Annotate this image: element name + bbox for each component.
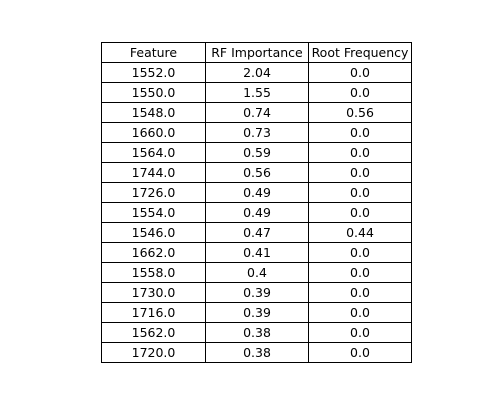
rf-importance-cell: 0.41 <box>205 242 309 263</box>
rf-importance-cell: 2.04 <box>205 62 309 83</box>
feature-cell: 1562.0 <box>101 322 206 343</box>
rf-importance-cell: 0.59 <box>205 142 309 163</box>
root-frequency-cell: 0.0 <box>308 182 412 203</box>
feature-cell: 1546.0 <box>101 222 206 243</box>
rf-importance-cell: 0.49 <box>205 182 309 203</box>
header-cell-feature: Feature <box>101 42 206 63</box>
table-row: 1550.0 1.55 0.0 <box>101 82 412 103</box>
rf-importance-cell: 0.38 <box>205 342 309 363</box>
rf-importance-cell: 1.55 <box>205 82 309 103</box>
feature-cell: 1550.0 <box>101 82 206 103</box>
table-row: 1562.0 0.38 0.0 <box>101 322 412 343</box>
table-row: 1554.0 0.49 0.0 <box>101 202 412 223</box>
rf-importance-cell: 0.39 <box>205 282 309 303</box>
header-cell-root-frequency: Root Frequency <box>308 42 412 63</box>
root-frequency-cell: 0.0 <box>308 282 412 303</box>
table-row: 1660.0 0.73 0.0 <box>101 122 412 143</box>
root-frequency-cell: 0.0 <box>308 322 412 343</box>
table-row: 1558.0 0.4 0.0 <box>101 262 412 283</box>
rf-importance-cell: 0.73 <box>205 122 309 143</box>
feature-cell: 1730.0 <box>101 282 206 303</box>
table-row: 1662.0 0.41 0.0 <box>101 242 412 263</box>
table-row: 1720.0 0.38 0.0 <box>101 342 412 363</box>
rf-importance-cell: 0.38 <box>205 322 309 343</box>
table-row: 1564.0 0.59 0.0 <box>101 142 412 163</box>
root-frequency-cell: 0.0 <box>308 202 412 223</box>
header-cell-rf-importance: RF Importance <box>205 42 309 63</box>
table-row: 1552.0 2.04 0.0 <box>101 62 412 83</box>
rf-importance-cell: 0.49 <box>205 202 309 223</box>
table-row: 1730.0 0.39 0.0 <box>101 282 412 303</box>
root-frequency-cell: 0.0 <box>308 242 412 263</box>
feature-cell: 1660.0 <box>101 122 206 143</box>
table-row: 1726.0 0.49 0.0 <box>101 182 412 203</box>
feature-cell: 1744.0 <box>101 162 206 183</box>
table-body: 1552.0 2.04 0.0 1550.0 1.55 0.0 1548.0 0.74 0.56… <box>101 62 412 363</box>
rf-importance-cell: 0.56 <box>205 162 309 183</box>
root-frequency-cell: 0.0 <box>308 142 412 163</box>
feature-importance-table: Feature RF Importance Root Frequency 155… <box>101 42 412 363</box>
feature-cell: 1564.0 <box>101 142 206 163</box>
feature-cell: 1726.0 <box>101 182 206 203</box>
root-frequency-cell: 0.0 <box>308 342 412 363</box>
rf-importance-cell: 0.74 <box>205 102 309 123</box>
rf-importance-cell: 0.4 <box>205 262 309 283</box>
table-row: 1744.0 0.56 0.0 <box>101 162 412 183</box>
root-frequency-cell: 0.44 <box>308 222 412 243</box>
root-frequency-cell: 0.0 <box>308 122 412 143</box>
root-frequency-cell: 0.0 <box>308 162 412 183</box>
feature-cell: 1552.0 <box>101 62 206 83</box>
feature-cell: 1662.0 <box>101 242 206 263</box>
root-frequency-cell: 0.0 <box>308 82 412 103</box>
root-frequency-cell: 0.0 <box>308 62 412 83</box>
feature-cell: 1720.0 <box>101 342 206 363</box>
feature-cell: 1554.0 <box>101 202 206 223</box>
table-row: 1548.0 0.74 0.56 <box>101 102 412 123</box>
rf-importance-cell: 0.47 <box>205 222 309 243</box>
root-frequency-cell: 0.0 <box>308 262 412 283</box>
root-frequency-cell: 0.56 <box>308 102 412 123</box>
feature-cell: 1558.0 <box>101 262 206 283</box>
table-header-row: Feature RF Importance Root Frequency <box>101 42 412 63</box>
table-row: 1716.0 0.39 0.0 <box>101 302 412 323</box>
table-row: 1546.0 0.47 0.44 <box>101 222 412 243</box>
root-frequency-cell: 0.0 <box>308 302 412 323</box>
feature-cell: 1548.0 <box>101 102 206 123</box>
feature-cell: 1716.0 <box>101 302 206 323</box>
rf-importance-cell: 0.39 <box>205 302 309 323</box>
